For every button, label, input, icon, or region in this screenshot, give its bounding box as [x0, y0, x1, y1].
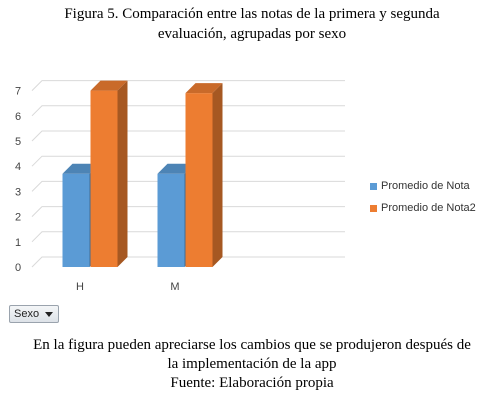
gridline: [31, 256, 345, 268]
sexo-field-filter-button[interactable]: Sexo: [9, 305, 59, 323]
filter-button-label: Sexo: [14, 308, 40, 320]
gridline: [31, 155, 345, 167]
chart-legend: Promedio de Nota Promedio de Nota2: [370, 175, 476, 219]
legend-item-series2: Promedio de Nota2: [370, 197, 476, 219]
gridline: [31, 180, 345, 192]
caption-bottom-line2: la implementación de la app: [167, 356, 337, 372]
dropdown-arrow-icon: [45, 311, 54, 317]
gridline: [31, 206, 345, 217]
chart: 0 1 2 3 4 5 6 7 H M: [15, 80, 345, 293]
bar: [90, 80, 128, 267]
x-tick-label: H: [76, 281, 84, 293]
caption-bottom-line1: En la figura pueden apreciarse los cambi…: [33, 337, 471, 353]
bar-top: [157, 163, 195, 174]
x-tick-label: M: [170, 281, 179, 293]
bar-top: [90, 80, 128, 91]
y-tick-label: 7: [15, 86, 21, 98]
gridline: [31, 105, 345, 117]
y-tick-label: 2: [15, 212, 21, 224]
y-tick-label: 0: [15, 262, 21, 274]
gridline: [31, 231, 345, 243]
bar-front: [185, 93, 213, 267]
caption-bottom-line3: Fuente: Elaboración propia: [170, 375, 334, 391]
gridline: [31, 80, 345, 91]
bar-side: [212, 83, 223, 268]
y-tick-label: 3: [15, 186, 21, 198]
bar-front: [90, 90, 118, 267]
bar-front: [157, 173, 185, 267]
bar-side: [117, 80, 128, 267]
bar-top: [62, 163, 100, 174]
caption-top-line2: evaluación, agrupadas por sexo: [157, 26, 347, 42]
figure-caption-bottom: En la figura pueden apreciarse los cambi…: [0, 336, 504, 393]
legend-label-series1: Promedio de Nota: [381, 180, 470, 192]
bar-top: [185, 83, 223, 94]
caption-top-line1: Figura 5. Comparación entre las notas de…: [64, 6, 440, 22]
y-tick-label: 1: [15, 237, 21, 249]
y-tick-label: 4: [15, 161, 21, 173]
bar-front: [62, 173, 90, 267]
legend-swatch-series2: [370, 204, 377, 212]
y-tick-label: 5: [15, 136, 21, 148]
bar: [185, 83, 223, 268]
gridline: [31, 130, 345, 142]
figure-caption-top: Figura 5. Comparación entre las notas de…: [0, 4, 504, 44]
y-tick-label: 6: [15, 111, 21, 123]
legend-item-series1: Promedio de Nota: [370, 175, 476, 197]
legend-swatch-series1: [370, 182, 377, 190]
legend-label-series2: Promedio de Nota2: [381, 202, 476, 214]
